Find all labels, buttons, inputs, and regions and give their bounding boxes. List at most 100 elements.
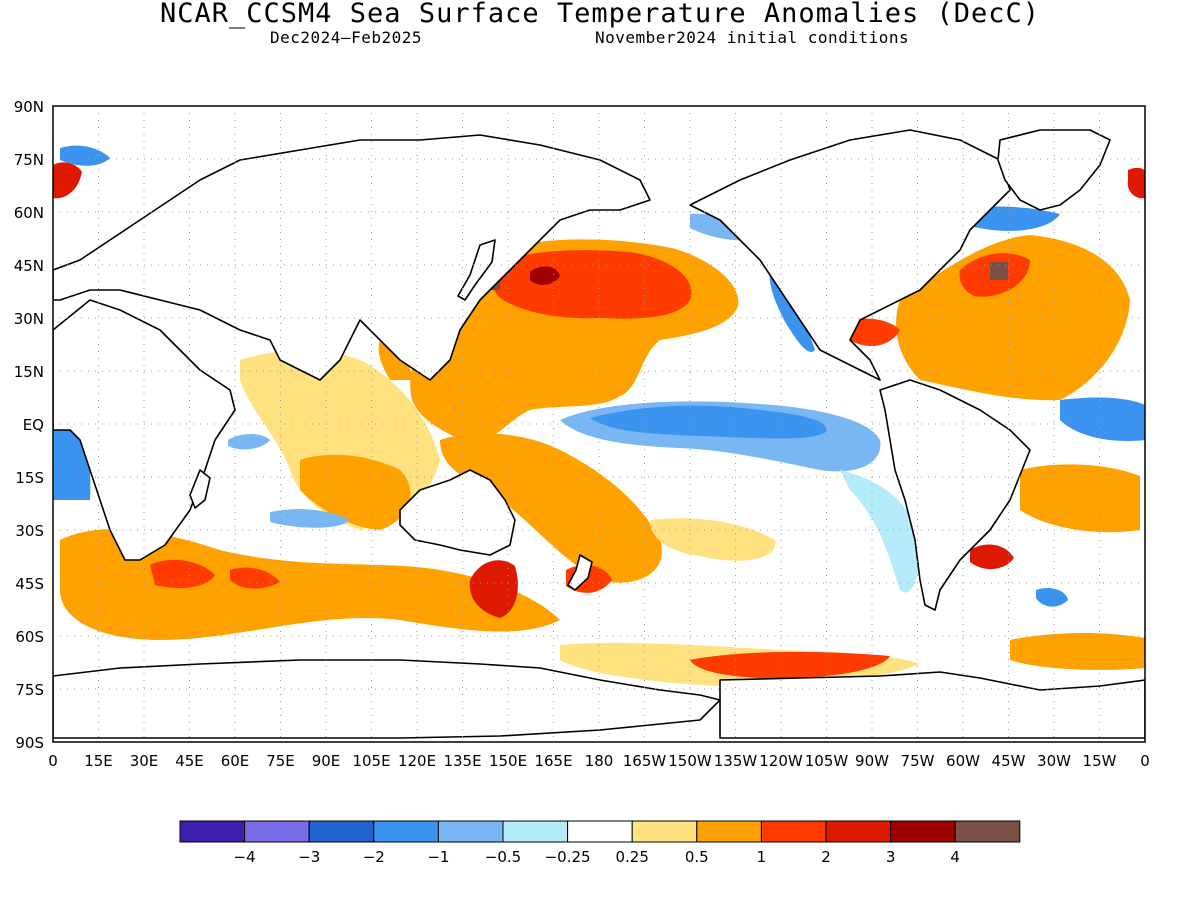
lon-tick-label: 90E — [312, 752, 341, 770]
lon-tick-label: 45E — [175, 752, 204, 770]
colorbar-swatch — [179, 820, 246, 843]
lat-tick-label: 75S — [15, 681, 44, 699]
colorbar: −4 −3 −2 −1 −0.5 −0.25 0.25 0.5 1 2 3 4 — [179, 820, 1021, 866]
lon-tick-label: 105W — [805, 752, 849, 770]
colorbar-swatch — [825, 820, 892, 843]
cold-anomaly-equatorial-pacific — [590, 405, 827, 439]
colorbar-label: 0.25 — [615, 848, 648, 866]
forecast-period: Dec2024–Feb2025 — [270, 28, 422, 47]
colorbar-labels: −4 −3 −2 −1 −0.5 −0.25 0.25 0.5 1 2 3 4 — [234, 848, 960, 866]
chart-title: NCAR_CCSM4 Sea Surface Temperature Anoma… — [159, 0, 1041, 29]
very-warm-kuroshio — [530, 266, 560, 285]
colorbar-swatch — [696, 820, 762, 843]
colorbar-label: −3 — [298, 848, 320, 866]
lon-tick-label: 15W — [1083, 752, 1117, 770]
lat-tick-label: 30N — [14, 310, 44, 328]
initial-conditions-label: November2024 initial conditions — [595, 28, 910, 47]
lon-tick-label: 75E — [266, 752, 295, 770]
colorbar-label: −0.25 — [545, 848, 591, 866]
colorbar-label: 4 — [950, 848, 960, 866]
lon-tick-label: 120W — [759, 752, 803, 770]
coastline-japan — [457, 239, 496, 301]
colorbar-label: −0.5 — [485, 848, 521, 866]
lon-tick-label: 0 — [48, 752, 58, 770]
lon-tick-label: 180 — [585, 752, 614, 770]
lon-tick-label: 135W — [714, 752, 758, 770]
coastline-eurasia — [53, 134, 651, 381]
colorbar-swatches — [179, 820, 1021, 843]
lon-tick-label: 45W — [992, 752, 1026, 770]
colorbar-label: 0.5 — [685, 848, 709, 866]
lon-tick-label: 165W — [623, 752, 667, 770]
lat-tick-label: 15S — [15, 469, 44, 487]
lat-tick-label: 60N — [14, 204, 44, 222]
lon-tick-label: 30W — [1037, 752, 1071, 770]
anomaly-shading — [53, 145, 1145, 687]
coastline-south-america — [879, 379, 1031, 611]
strong-warm-barents-west — [53, 162, 82, 199]
lon-tick-label: 15E — [84, 752, 113, 770]
coastlines — [53, 129, 1145, 739]
extreme-warm-gulf-stream — [990, 262, 1008, 280]
lat-tick-label: 75N — [14, 151, 44, 169]
weak-warm-south-pacific — [650, 518, 776, 561]
lon-tick-label: 150E — [489, 752, 527, 770]
colorbar-swatch — [631, 820, 698, 843]
warm-anomaly-south-atlantic — [1020, 464, 1140, 533]
colorbar-swatch — [308, 820, 375, 843]
colorbar-swatch — [373, 820, 439, 843]
latitude-axis: 90N 75N 60N 45N 30N 15N EQ 15S 30S 45S 6… — [14, 98, 44, 752]
colorbar-swatch — [760, 820, 827, 843]
coastline-antarctica — [53, 659, 721, 739]
colorbar-swatch — [890, 820, 956, 843]
colorbar-swatch — [502, 820, 569, 843]
longitude-axis: 0 15E 30E 45E 60E 75E 90E 105E 120E 135E… — [48, 752, 1150, 770]
lat-tick-label: 60S — [15, 628, 44, 646]
colorbar-label: −2 — [363, 848, 385, 866]
warm-anomaly-north-atlantic — [896, 235, 1130, 401]
lat-tick-label: EQ — [23, 416, 44, 434]
colorbar-swatch — [437, 820, 504, 843]
colorbar-label: 3 — [886, 848, 896, 866]
lat-tick-label: 90S — [15, 734, 44, 752]
coastline-australia — [399, 469, 516, 556]
lon-tick-label: 0 — [1140, 752, 1150, 770]
warm-anomaly-south-indian-belt — [60, 529, 560, 640]
gridlines — [53, 106, 1145, 742]
lat-tick-label: 90N — [14, 98, 44, 116]
strong-warm-south-atlantic-indian — [150, 559, 215, 588]
lon-tick-label: 75W — [901, 752, 935, 770]
lat-tick-label: 15N — [14, 363, 44, 381]
colorbar-label: −4 — [234, 848, 256, 866]
map-frame — [52, 105, 1146, 743]
lon-tick-label: 165E — [534, 752, 572, 770]
cool-anomaly-southeast-pacific — [840, 470, 921, 593]
coastline-north-america — [689, 129, 1011, 381]
lat-tick-label: 45N — [14, 257, 44, 275]
coastline-madagascar — [189, 469, 211, 509]
coastline-antarctica-east — [719, 671, 1145, 739]
lat-tick-label: 30S — [15, 522, 44, 540]
cool-anomaly-south-atlantic — [1036, 588, 1068, 607]
strong-warm-tasmania — [469, 560, 518, 618]
cool-anomaly-gulf-of-guinea — [1060, 397, 1145, 442]
strong-warm-barents-east — [1127, 167, 1145, 199]
colorbar-label: 2 — [821, 848, 831, 866]
warm-anomaly-southwest-pacific — [440, 433, 662, 583]
strong-warm-brazil-current — [970, 544, 1014, 570]
lon-tick-label: 60W — [946, 752, 980, 770]
lon-tick-label: 90W — [855, 752, 889, 770]
lon-tick-label: 105E — [352, 752, 390, 770]
colorbar-label: 1 — [757, 848, 767, 866]
lon-tick-label: 150W — [668, 752, 712, 770]
coastline-new-zealand — [567, 554, 593, 591]
cool-anomaly-norwegian-sea — [60, 145, 110, 166]
lon-tick-label: 135E — [443, 752, 481, 770]
cool-anomaly-west-indian-ocean — [228, 434, 270, 450]
cool-anomaly-south-indian-ocean — [270, 509, 350, 528]
strong-warm-ross-sea — [690, 651, 890, 679]
warm-anomaly-east-indian-ocean — [300, 454, 411, 530]
warm-anomaly-gulf-of-mexico — [850, 318, 900, 346]
lat-tick-label: 45S — [15, 575, 44, 593]
